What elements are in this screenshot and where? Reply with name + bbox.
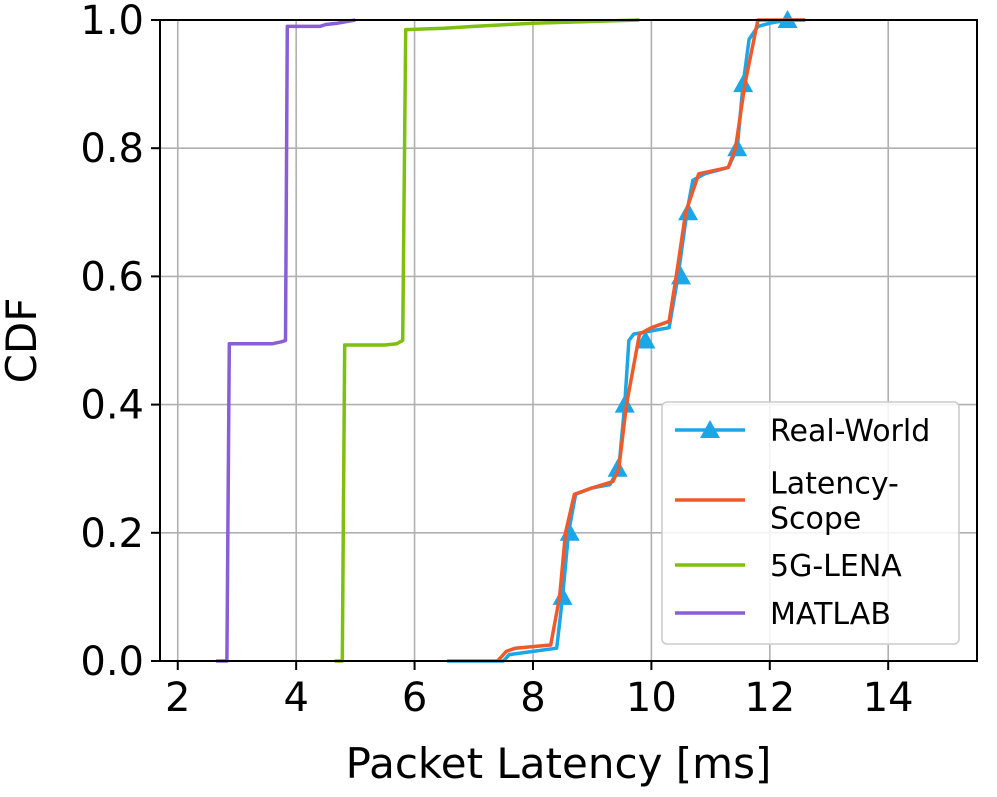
legend-label-1: Latency-Scope [770,467,899,537]
y-tick-label: 0.2 [80,511,144,557]
x-tick-label: 2 [165,675,190,721]
x-tick-label: 14 [863,675,914,721]
series-lines [216,10,806,663]
series-line-1 [496,18,806,663]
y-axis-title: CDF [0,298,46,384]
y-axis-ticks: 0.0 0.2 0.4 0.6 0.8 1.0 [80,0,160,685]
series-marker-triangle [614,394,635,413]
series-line-2 [334,18,640,663]
x-tick-label: 4 [283,675,308,721]
y-tick-label: 1.0 [80,0,144,44]
legend-marker-triangle [700,420,720,438]
series-marker-triangle [635,330,656,349]
series-marker-triangle [552,586,573,605]
y-tick-label: 0.8 [80,126,144,172]
series-marker-triangle [559,522,580,541]
series-marker-triangle [733,74,754,93]
series-marker-triangle [678,202,699,221]
legend-box [661,401,960,645]
series-line-3 [216,18,356,663]
plot-frame [159,19,978,662]
x-tick-label: 12 [744,675,795,721]
x-axis-title: Packet Latency [ms] [346,739,772,788]
y-tick-label: 0.6 [80,254,144,300]
legend-label-2: 5G-LENA [770,549,902,584]
y-tick-label: 0.0 [80,639,144,685]
legend-label-3: MATLAB [770,597,891,632]
y-tick-label: 0.4 [80,383,144,429]
x-axis-ticks: 2 4 6 8 10 12 14 [165,661,914,721]
x-tick-label: 8 [520,675,545,721]
legend: Real-World Latency-Scope 5G-LENA MATLAB [661,401,960,645]
x-tick-label: 6 [402,675,427,721]
x-tick-label: 10 [626,675,677,721]
legend-label-0: Real-World [770,414,930,449]
